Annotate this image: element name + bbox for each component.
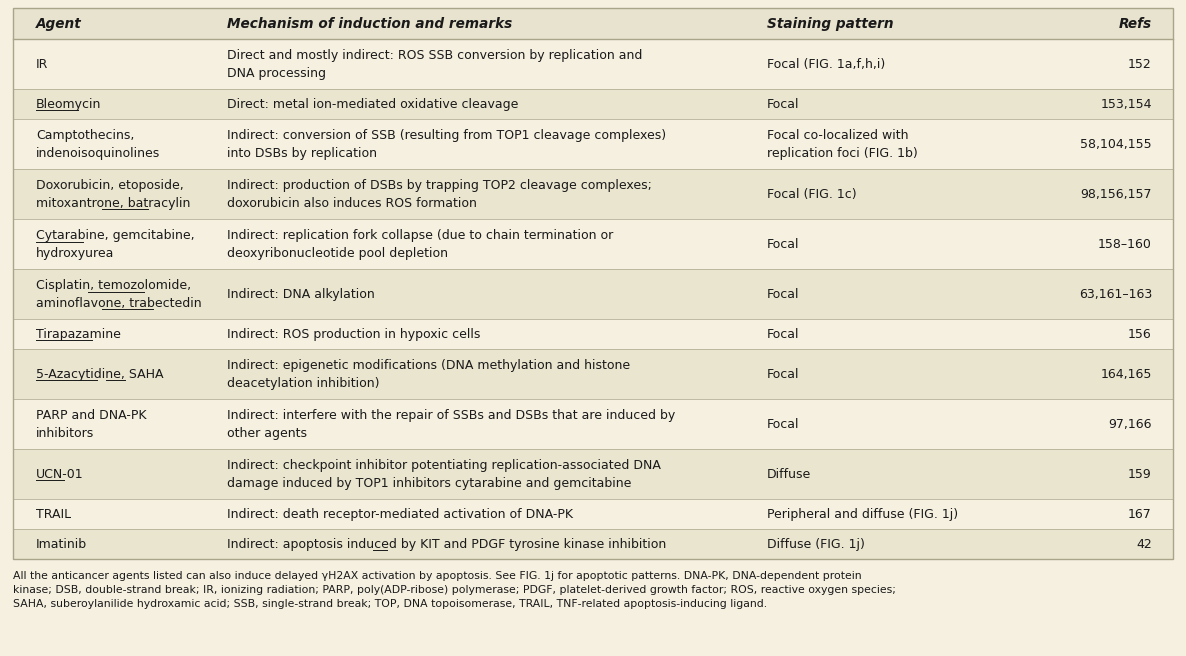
Bar: [13, 8, 1173, 559]
Text: Indirect: checkpoint inhibitor potentiating replication-associated DNA: Indirect: checkpoint inhibitor potentiat…: [228, 459, 662, 472]
Text: Focal: Focal: [767, 368, 799, 381]
Text: 156: 156: [1128, 328, 1152, 341]
Text: 159: 159: [1128, 468, 1152, 481]
Text: deacetylation inhibition): deacetylation inhibition): [228, 377, 380, 390]
Text: Indirect: conversion of SSB (resulting from TOP1 cleavage complexes): Indirect: conversion of SSB (resulting f…: [228, 129, 667, 142]
Text: Staining pattern: Staining pattern: [767, 16, 893, 30]
Text: damage induced by TOP1 inhibitors cytarabine and gemcitabine: damage induced by TOP1 inhibitors cytara…: [228, 477, 632, 489]
Text: Focal co-localized with: Focal co-localized with: [767, 129, 908, 142]
Text: Focal: Focal: [767, 98, 799, 111]
Text: Indirect: epigenetic modifications (DNA methylation and histone: Indirect: epigenetic modifications (DNA …: [228, 359, 631, 372]
Text: 58,104,155: 58,104,155: [1080, 138, 1152, 151]
Bar: [13, 169, 1173, 219]
Text: 63,161–163: 63,161–163: [1079, 288, 1152, 301]
Text: Focal (FIG. 1c): Focal (FIG. 1c): [767, 188, 856, 201]
Text: Focal: Focal: [767, 328, 799, 341]
Text: Indirect: production of DSBs by trapping TOP2 cleavage complexes;: Indirect: production of DSBs by trapping…: [228, 179, 652, 192]
Text: Bleomycin: Bleomycin: [36, 98, 102, 111]
Text: Diffuse: Diffuse: [767, 468, 811, 481]
Text: Focal: Focal: [767, 238, 799, 251]
Text: Refs: Refs: [1118, 16, 1152, 30]
Bar: [13, 499, 1173, 529]
Text: 164,165: 164,165: [1101, 368, 1152, 381]
Text: UCN-01: UCN-01: [36, 468, 84, 481]
Text: inhibitors: inhibitors: [36, 426, 95, 440]
Text: Indirect: interfere with the repair of SSBs and DSBs that are induced by: Indirect: interfere with the repair of S…: [228, 409, 676, 422]
Text: Camptothecins,: Camptothecins,: [36, 129, 134, 142]
Text: Cytarabine, gemcitabine,: Cytarabine, gemcitabine,: [36, 229, 195, 242]
Bar: [13, 269, 1173, 319]
Bar: [13, 39, 1173, 89]
Text: 153,154: 153,154: [1101, 98, 1152, 111]
Text: Focal: Focal: [767, 288, 799, 301]
Bar: [13, 399, 1173, 449]
Bar: [13, 8, 1173, 39]
Text: Direct and mostly indirect: ROS SSB conversion by replication and: Direct and mostly indirect: ROS SSB conv…: [228, 49, 643, 62]
Text: Tirapazamine: Tirapazamine: [36, 328, 121, 341]
Bar: [13, 89, 1173, 119]
Bar: [13, 349, 1173, 399]
Text: PARP and DNA-PK: PARP and DNA-PK: [36, 409, 147, 422]
Text: 42: 42: [1136, 538, 1152, 551]
Text: Mechanism of induction and remarks: Mechanism of induction and remarks: [228, 16, 512, 30]
Text: aminoflavone, trabectedin: aminoflavone, trabectedin: [36, 297, 202, 310]
Text: Doxorubicin, etoposide,: Doxorubicin, etoposide,: [36, 179, 184, 192]
Text: other agents: other agents: [228, 426, 307, 440]
Text: DNA processing: DNA processing: [228, 67, 326, 79]
Text: Imatinib: Imatinib: [36, 538, 88, 551]
Bar: [13, 449, 1173, 499]
Text: Indirect: DNA alkylation: Indirect: DNA alkylation: [228, 288, 375, 301]
Text: Indirect: replication fork collapse (due to chain termination or: Indirect: replication fork collapse (due…: [228, 229, 613, 242]
Text: Focal (FIG. 1a,f,h,i): Focal (FIG. 1a,f,h,i): [767, 58, 885, 71]
Text: replication foci (FIG. 1b): replication foci (FIG. 1b): [767, 147, 918, 159]
Text: TRAIL: TRAIL: [36, 508, 71, 521]
Text: into DSBs by replication: into DSBs by replication: [228, 147, 377, 159]
Bar: [13, 219, 1173, 269]
Text: mitoxantrone, batracylin: mitoxantrone, batracylin: [36, 197, 191, 210]
Text: hydroxyurea: hydroxyurea: [36, 247, 115, 260]
Bar: [13, 319, 1173, 349]
Text: Indirect: death receptor-mediated activation of DNA-PK: Indirect: death receptor-mediated activa…: [228, 508, 574, 521]
Text: IR: IR: [36, 58, 49, 71]
Text: 98,156,157: 98,156,157: [1080, 188, 1152, 201]
Bar: [13, 529, 1173, 559]
Text: 158–160: 158–160: [1098, 238, 1152, 251]
Text: indenoisoquinolines: indenoisoquinolines: [36, 147, 160, 159]
Text: Direct: metal ion-mediated oxidative cleavage: Direct: metal ion-mediated oxidative cle…: [228, 98, 518, 111]
Text: Indirect: ROS production in hypoxic cells: Indirect: ROS production in hypoxic cell…: [228, 328, 480, 341]
Text: 5-Azacytidine, SAHA: 5-Azacytidine, SAHA: [36, 368, 164, 381]
Text: doxorubicin also induces ROS formation: doxorubicin also induces ROS formation: [228, 197, 477, 210]
Text: 97,166: 97,166: [1109, 418, 1152, 431]
Text: Indirect: apoptosis induced by KIT and PDGF tyrosine kinase inhibition: Indirect: apoptosis induced by KIT and P…: [228, 538, 667, 551]
Text: Diffuse (FIG. 1j): Diffuse (FIG. 1j): [767, 538, 865, 551]
Text: deoxyribonucleotide pool depletion: deoxyribonucleotide pool depletion: [228, 247, 448, 260]
Text: Cisplatin, temozolomide,: Cisplatin, temozolomide,: [36, 279, 191, 292]
Text: All the anticancer agents listed can also induce delayed γH2AX activation by apo: All the anticancer agents listed can als…: [13, 571, 895, 609]
Text: Agent: Agent: [36, 16, 82, 30]
Text: Peripheral and diffuse (FIG. 1j): Peripheral and diffuse (FIG. 1j): [767, 508, 958, 521]
Text: 152: 152: [1128, 58, 1152, 71]
Text: Focal: Focal: [767, 418, 799, 431]
Text: 167: 167: [1128, 508, 1152, 521]
Bar: [13, 119, 1173, 169]
